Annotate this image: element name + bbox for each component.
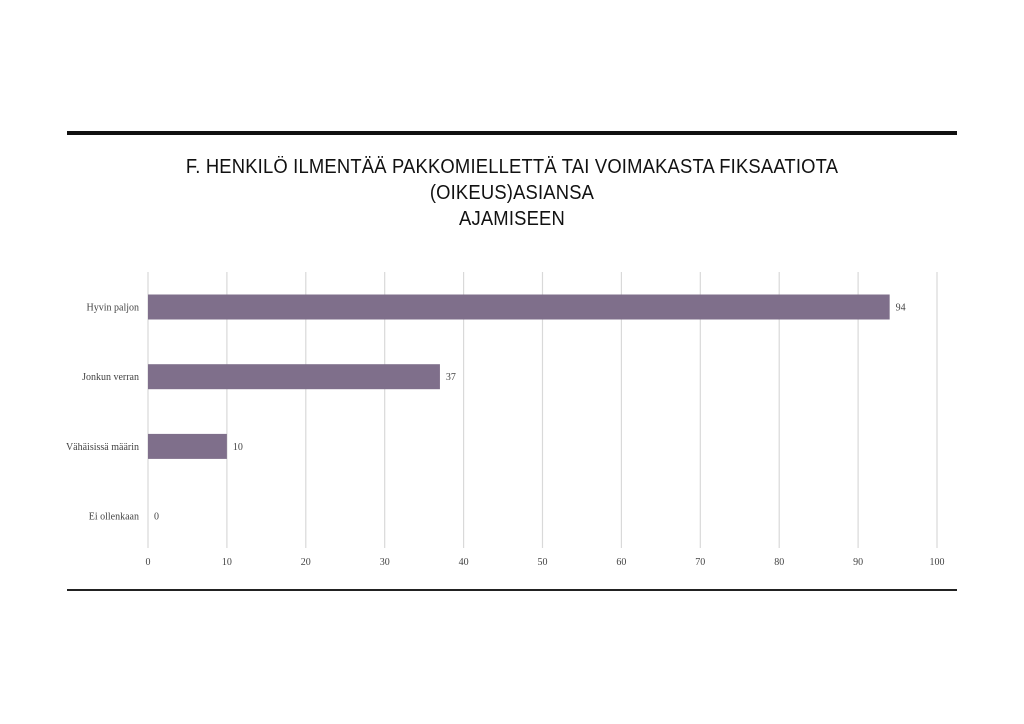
- x-tick-label: 80: [774, 557, 784, 568]
- data-label: 94: [896, 303, 906, 314]
- data-label: 10: [233, 442, 243, 453]
- x-tick-label: 20: [301, 557, 311, 568]
- chart-title-line-1: F. HENKILÖ ILMENTÄÄ PAKKOMIELLETTÄ TAI V…: [185, 156, 839, 204]
- x-tick-label: 50: [538, 557, 548, 568]
- x-tick-label: 90: [853, 557, 863, 568]
- bottom-rule: [67, 589, 957, 591]
- bar: [148, 364, 440, 390]
- x-tick-label: 10: [222, 557, 232, 568]
- category-label: Jonkun verran: [82, 372, 139, 383]
- x-tick-label: 60: [616, 557, 626, 568]
- x-tick-label: 0: [146, 557, 151, 568]
- x-tick-label: 70: [695, 557, 705, 568]
- category-label: Vähäisissä määrin: [66, 442, 139, 453]
- data-label: 0: [154, 512, 159, 523]
- x-tick-label: 40: [459, 557, 469, 568]
- bar: [148, 433, 227, 459]
- category-label: Hyvin paljon: [87, 303, 140, 314]
- top-rule: [67, 131, 957, 135]
- chart-title: F. HENKILÖ ILMENTÄÄ PAKKOMIELLETTÄ TAI V…: [103, 154, 922, 232]
- data-label: 37: [446, 372, 456, 383]
- x-tick-label: 30: [380, 557, 390, 568]
- x-tick-label: 100: [930, 557, 945, 568]
- category-label: Ei ollenkaan: [89, 512, 139, 523]
- bar: [148, 294, 890, 320]
- chart-title-line-2: AJAMISEEN: [459, 208, 565, 230]
